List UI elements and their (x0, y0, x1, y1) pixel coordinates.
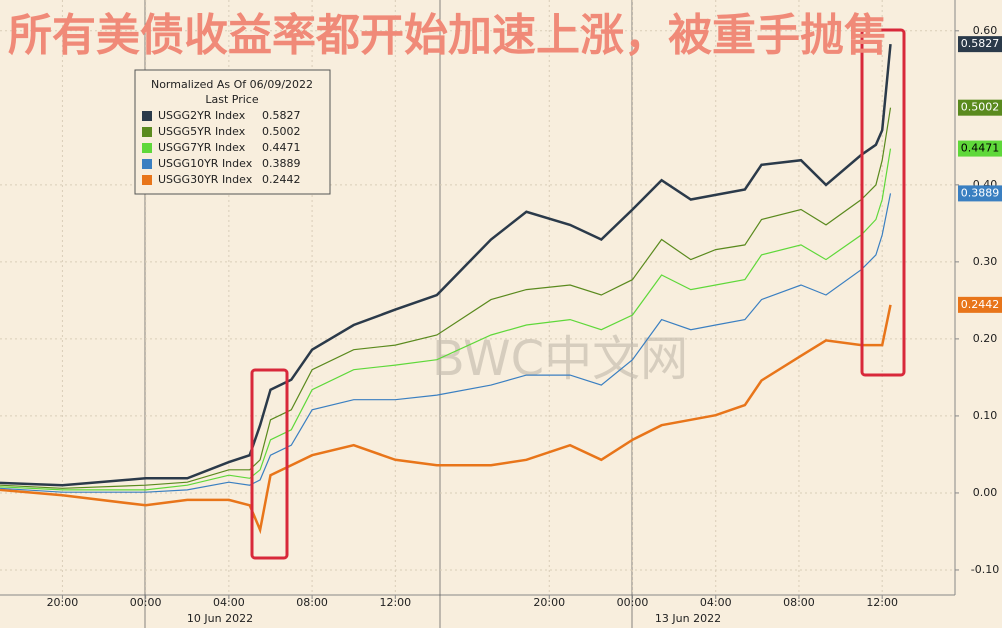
y-tick-label: 0.20 (973, 332, 998, 345)
legend-value: 0.5827 (262, 109, 301, 122)
value-tag-label: 0.5827 (961, 37, 1000, 50)
legend-label: USGG5YR Index (158, 125, 246, 138)
legend-label: USGG30YR Index (158, 173, 253, 186)
legend-value: 0.5002 (262, 125, 301, 138)
legend-label: USGG2YR Index (158, 109, 246, 122)
legend-swatch (142, 127, 152, 137)
legend-value: 0.2442 (262, 173, 301, 186)
value-tag (958, 296, 1002, 313)
legend-label: USGG10YR Index (158, 157, 253, 170)
x-tick-label: 00:00 (617, 596, 649, 609)
legend-swatch (142, 175, 152, 185)
legend-box (134, 69, 331, 195)
y-tick-label: 0.00 (973, 486, 998, 499)
series-line (0, 304, 892, 535)
series-line (0, 43, 892, 487)
x-tick-label: 00:00 (130, 596, 162, 609)
highlight-box (860, 28, 906, 377)
legend-label: USGG7YR Index (158, 141, 246, 154)
x-tick-label: 08:00 (296, 596, 328, 609)
value-tag-label: 0.2442 (961, 298, 1000, 311)
value-tag (958, 36, 1002, 53)
date-label: 10 Jun 2022 (187, 612, 253, 625)
x-tick-label: 04:00 (213, 596, 245, 609)
value-tag (958, 140, 1002, 157)
x-tick-label: 04:00 (700, 596, 732, 609)
y-tick-label: 0.30 (973, 255, 998, 268)
legend-subheader: Last Price (205, 93, 258, 106)
series-line (0, 107, 892, 489)
series-line (0, 193, 892, 493)
x-tick-label: 12:00 (866, 596, 898, 609)
x-tick-label: 20:00 (533, 596, 565, 609)
y-tick-label: 0.10 (973, 409, 998, 422)
legend-value: 0.3889 (262, 157, 301, 170)
value-tag-label: 0.4471 (961, 142, 1000, 155)
x-tick-label: 12:00 (379, 596, 411, 609)
value-tag (958, 185, 1002, 202)
legend-swatch (142, 159, 152, 169)
y-tick-label: -0.10 (971, 563, 999, 576)
date-label: 13 Jun 2022 (655, 612, 721, 625)
title: 所有美债收益率都开始加速上涨，被重手抛售 (8, 10, 888, 61)
legend-value: 0.4471 (262, 141, 301, 154)
highlight-box (250, 368, 289, 560)
legend-swatch (142, 111, 152, 121)
x-tick-label: 20:00 (47, 596, 79, 609)
value-tag-label: 0.5002 (961, 101, 1000, 114)
legend-swatch (142, 143, 152, 153)
watermark: BWC中文网 (432, 331, 688, 387)
series-line (0, 148, 892, 491)
value-tag (958, 99, 1002, 116)
legend-header: Normalized As Of 06/09/2022 (151, 78, 313, 91)
x-tick-label: 08:00 (783, 596, 815, 609)
y-tick-label: 0.60 (973, 24, 998, 37)
value-tag-label: 0.3889 (961, 186, 1000, 199)
